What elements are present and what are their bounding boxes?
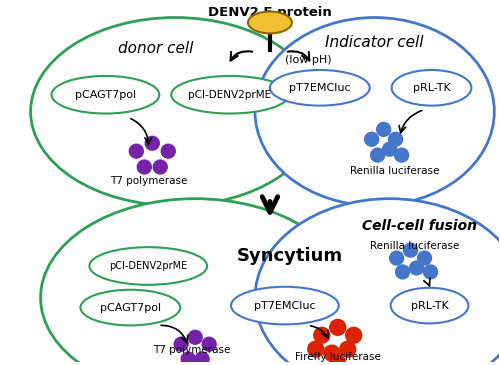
Circle shape [382,142,396,156]
Circle shape [424,265,438,279]
Circle shape [202,337,216,351]
Ellipse shape [270,70,370,105]
Circle shape [146,136,160,150]
Text: Firefly luciferase: Firefly luciferase [295,352,380,362]
Circle shape [370,148,384,162]
Ellipse shape [248,12,292,33]
Circle shape [195,352,209,365]
Circle shape [330,319,345,335]
Text: Renilla luciferase: Renilla luciferase [370,241,459,251]
Text: pT7EMCluc: pT7EMCluc [254,301,316,311]
Text: pCI-DENV2prME: pCI-DENV2prME [188,90,272,100]
Text: (low pH): (low pH) [285,55,332,65]
Ellipse shape [390,288,468,323]
Ellipse shape [40,199,350,365]
Circle shape [314,327,330,343]
Text: pRL-TK: pRL-TK [410,301,449,311]
Text: pCAGT7pol: pCAGT7pol [100,303,161,312]
Text: pCI-DENV2prME: pCI-DENV2prME [109,261,188,271]
Text: Indicator cell: Indicator cell [326,35,424,50]
Text: T7 polymerase: T7 polymerase [110,176,187,186]
Circle shape [364,132,378,146]
Circle shape [330,355,345,365]
Circle shape [174,337,188,351]
Text: pT7EMCluc: pT7EMCluc [289,83,350,93]
Ellipse shape [171,76,289,114]
Circle shape [394,148,408,162]
Circle shape [410,261,424,275]
Circle shape [340,341,355,357]
Circle shape [418,251,432,265]
Circle shape [390,251,404,265]
Circle shape [161,144,175,158]
Circle shape [376,122,390,136]
Ellipse shape [52,76,160,114]
Circle shape [346,327,362,343]
Ellipse shape [392,70,471,105]
Text: T7 polymerase: T7 polymerase [154,345,231,355]
Ellipse shape [231,287,339,324]
Text: Cell-cell fusion: Cell-cell fusion [362,219,478,233]
Ellipse shape [30,18,320,205]
Ellipse shape [90,247,207,285]
Circle shape [188,330,202,344]
Text: Syncytium: Syncytium [237,247,343,265]
Ellipse shape [80,290,180,325]
Text: donor cell: donor cell [118,41,193,56]
Circle shape [130,144,143,158]
Circle shape [154,160,167,174]
Text: pRL-TK: pRL-TK [412,83,451,93]
Circle shape [181,352,195,365]
Circle shape [138,160,151,174]
Ellipse shape [255,199,500,365]
Text: pCAGT7pol: pCAGT7pol [75,90,136,100]
Circle shape [404,243,417,257]
Circle shape [396,265,409,279]
Circle shape [308,341,324,357]
Ellipse shape [255,18,494,205]
Text: Renilla luciferase: Renilla luciferase [350,166,440,176]
Circle shape [388,132,402,146]
Circle shape [324,345,340,361]
Text: DENV2 E protein: DENV2 E protein [208,6,332,19]
